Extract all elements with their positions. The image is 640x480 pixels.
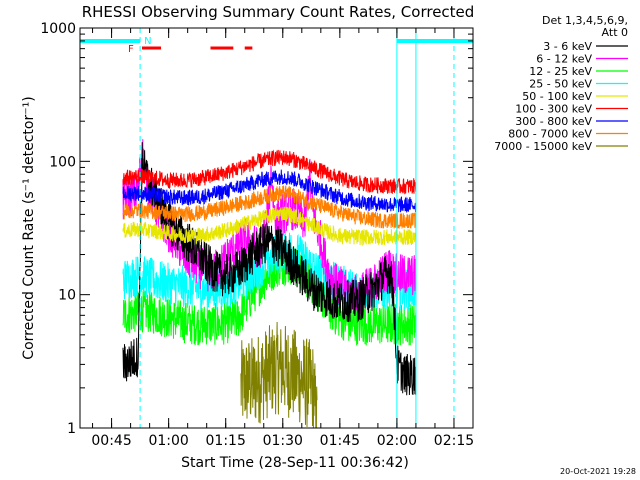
generation-timestamp: 20-Oct-2021 19:28 [560, 467, 636, 476]
legend-entry-label: 300 - 800 keV [515, 115, 592, 128]
legend-entry-label: 100 - 300 keV [515, 103, 592, 116]
x-tick-label: 02:15 [434, 433, 474, 449]
x-tick-label: 01:15 [206, 433, 246, 449]
y-tick-label: 100 [49, 154, 76, 170]
x-tick-label: 02:00 [377, 433, 417, 449]
legend-entry-label: 7000 - 15000 keV [494, 140, 592, 153]
chart-title: RHESSI Observing Summary Count Rates, Co… [82, 3, 475, 21]
y-axis-label: Corrected Count Rate (s⁻¹ detector⁻¹) [21, 96, 37, 359]
x-axis-label: Start Time (28-Sep-11 00:36:42) [181, 455, 409, 471]
x-tick-label: 01:45 [320, 433, 360, 449]
legend-entry-label: 12 - 25 keV [529, 65, 592, 78]
series-line-5 [122, 149, 417, 195]
x-tick-label: 01:30 [263, 433, 303, 449]
plot-frame [79, 27, 474, 429]
legend-entry-label: 6 - 12 keV [536, 53, 592, 66]
y-tick-label: 1 [67, 421, 76, 437]
night-flag-label: N [144, 36, 151, 47]
plot-area: FN 1 10 100 1000 00:45 01:00 01:15 01:30 01:45 02:… [40, 21, 474, 449]
series-line-6 [122, 169, 417, 213]
flare-flag-label: F [128, 44, 134, 55]
legend-entry-label: 50 - 100 keV [522, 90, 592, 103]
legend-entry-label: 800 - 7000 keV [508, 128, 592, 141]
legend-entry-label: 3 - 6 keV [543, 40, 592, 53]
series-line-2 [122, 246, 417, 346]
legend-header: Det 1,3,4,5,6,9, [542, 14, 628, 27]
x-tick-label: 01:00 [148, 433, 188, 449]
legend-entry-label: 25 - 50 keV [529, 78, 592, 91]
x-tick-label: 00:45 [91, 433, 131, 449]
series-line-7 [122, 184, 417, 230]
series-line-8 [240, 321, 318, 429]
series-line-4 [122, 206, 417, 247]
legend-header-attenuator: Att 0 [602, 26, 628, 39]
y-tick-label: 10 [58, 288, 76, 304]
y-tick-label: 1000 [40, 21, 76, 37]
